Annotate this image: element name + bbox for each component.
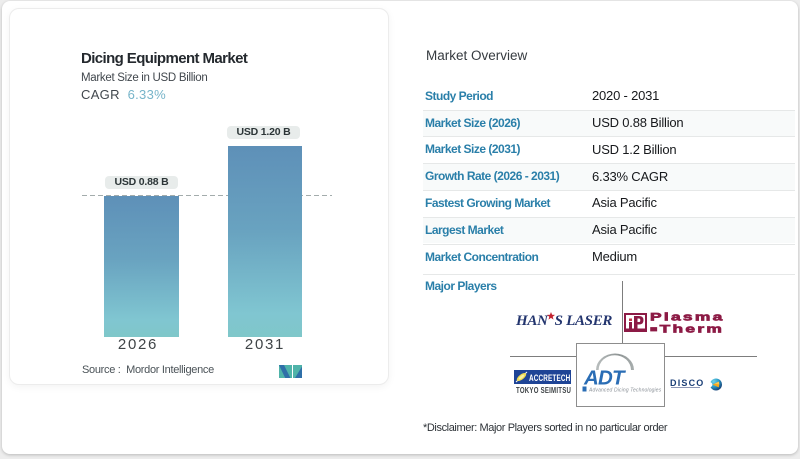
svg-text:ADT: ADT [583,367,626,390]
svg-text:Advanced Dicing Technologies: Advanced Dicing Technologies [588,388,662,394]
